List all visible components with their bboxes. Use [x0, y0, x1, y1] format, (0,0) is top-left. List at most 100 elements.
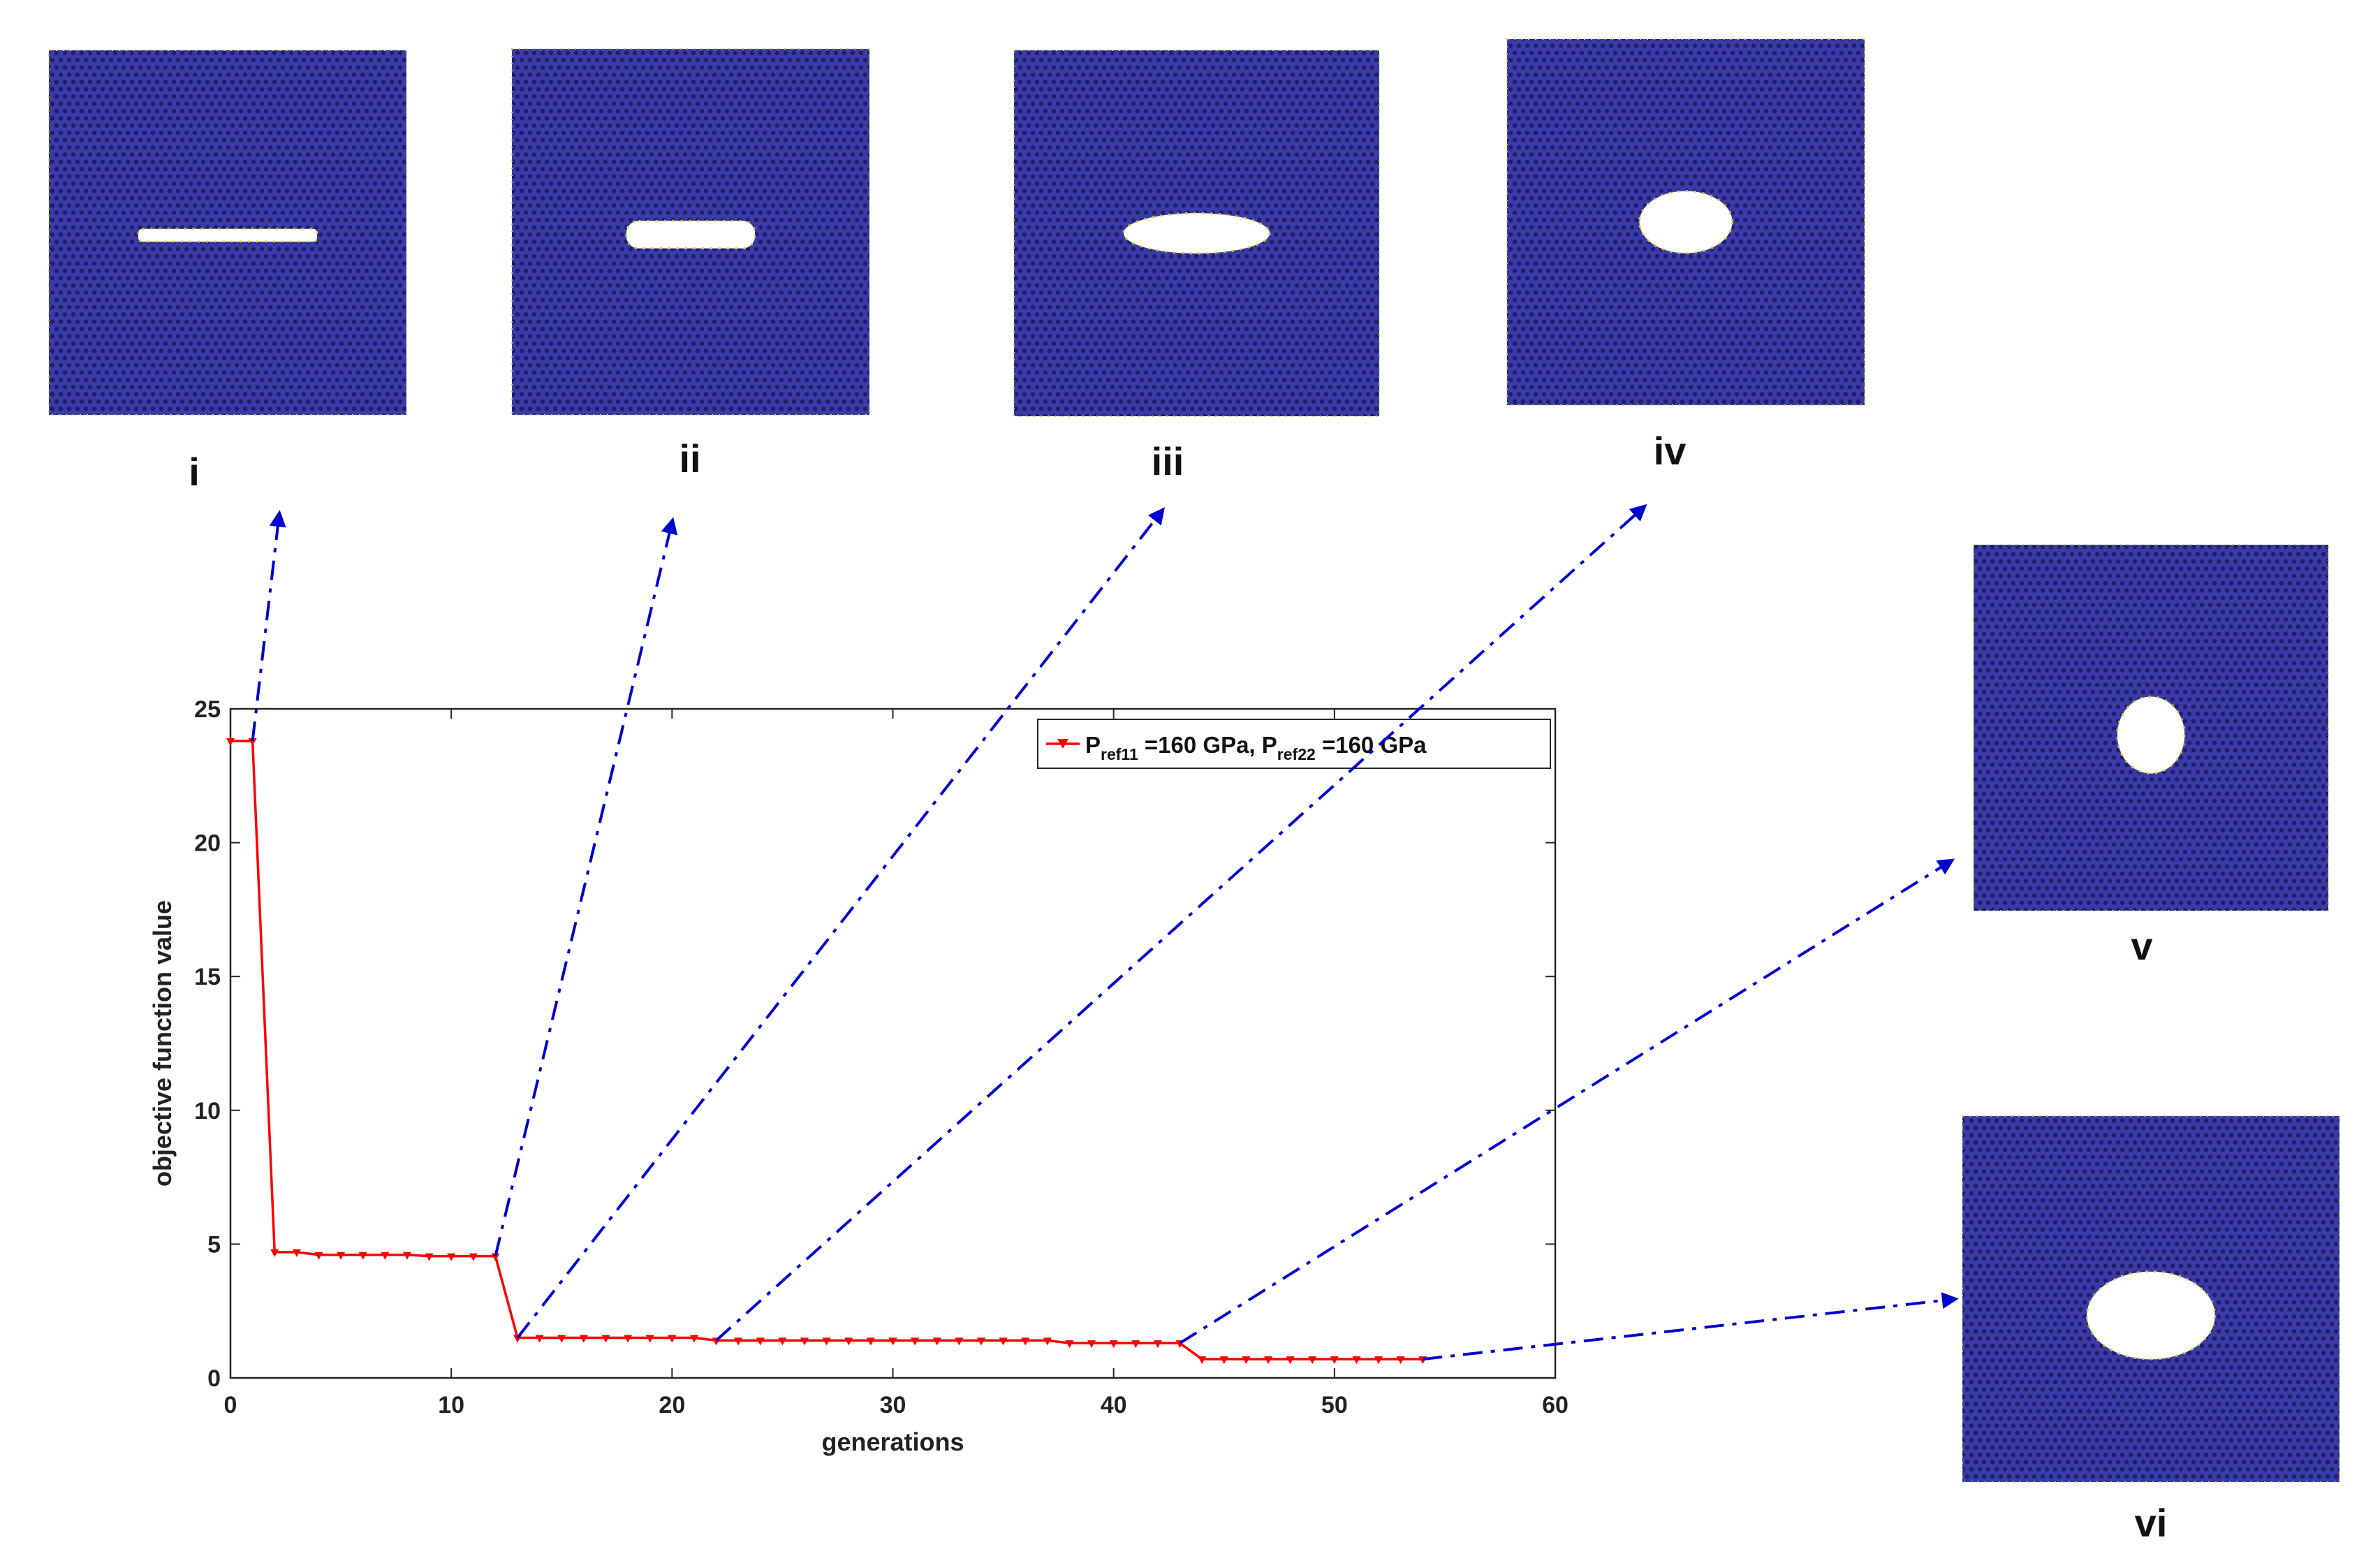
series-point [1374, 1356, 1383, 1365]
void-iv [1638, 189, 1734, 255]
objective-chart: 0 10 20 30 40 50 60 0 5 10 15 20 25 generations obje… [148, 696, 1569, 1456]
series-point [601, 1335, 610, 1343]
series-point [447, 1253, 456, 1261]
x-tick-label: 30 [880, 1392, 906, 1418]
series-point [756, 1337, 765, 1346]
series-point [292, 1249, 301, 1257]
lattice-edge-vi [1962, 1115, 2340, 1483]
void-v [2116, 695, 2186, 775]
lattice-edge-iii [1013, 50, 1380, 417]
series-point [1396, 1356, 1405, 1365]
legend-text-1: P [1085, 732, 1101, 758]
legend-label: Pref11 =160 GPa, Pref22 =160 GPa [1085, 732, 1427, 763]
y-tick-label: 20 [194, 830, 221, 857]
lattice-label-vi: vi [2135, 1501, 2168, 1545]
series-point [337, 1252, 346, 1260]
series-point [645, 1335, 654, 1343]
lattice-panel-iii: iii [1013, 50, 1380, 483]
lattice-label-iii: iii [1152, 439, 1184, 483]
series-point [822, 1337, 831, 1346]
series-point [1021, 1337, 1030, 1346]
series-point [226, 738, 235, 746]
arrow-to-v [1179, 858, 1955, 1344]
legend-box [1037, 719, 1551, 769]
arrow-to-i [251, 510, 286, 742]
series-point [248, 738, 257, 746]
x-tick-label: 0 [224, 1392, 237, 1418]
void-ii [625, 219, 756, 250]
series-point [1242, 1356, 1251, 1365]
series-point [1263, 1356, 1272, 1365]
x-axis-title: generations [821, 1428, 964, 1456]
series-point [1286, 1356, 1295, 1365]
lattice-panel-ii: ii [511, 48, 870, 480]
x-tick-label: 10 [438, 1392, 464, 1418]
series-point [579, 1335, 588, 1343]
series-point [314, 1252, 323, 1260]
series-point [1198, 1356, 1207, 1365]
series-point [800, 1337, 809, 1346]
series-point [1131, 1340, 1140, 1349]
lattice-edge-iv [1506, 38, 1865, 406]
lattice-panel-i: i [48, 50, 407, 494]
y-tick-label: 25 [194, 696, 221, 723]
series-point [469, 1253, 478, 1261]
series-point [535, 1335, 544, 1343]
series-point [668, 1335, 677, 1343]
arrow-to-iv [715, 504, 1647, 1342]
series-point [1352, 1356, 1361, 1365]
arrow-to-ii [494, 517, 678, 1257]
series-point [999, 1337, 1008, 1346]
y-axis-title: objective function value [148, 900, 177, 1187]
series-point [270, 1249, 279, 1257]
series-point [955, 1337, 964, 1346]
lattice-label-iv: iv [1654, 429, 1687, 473]
series-point [778, 1337, 787, 1346]
series-point [888, 1337, 897, 1346]
lattice-edge-ii [511, 48, 870, 416]
series-point [1087, 1340, 1096, 1349]
series-point [844, 1337, 853, 1346]
x-tick-label: 60 [1542, 1392, 1569, 1418]
legend: Pref11 =160 GPa, Pref22 =160 GPa [1037, 719, 1551, 769]
lattice-edge-i [48, 50, 407, 416]
legend-text-3: =160 GPa [1316, 732, 1427, 758]
x-tick-label: 50 [1321, 1392, 1348, 1418]
axis-ticks: 0 10 20 30 40 50 60 0 5 10 15 20 25 [194, 696, 1569, 1418]
series-point [1153, 1340, 1162, 1349]
series-point [932, 1337, 941, 1346]
lattice-panel-iv: iv [1506, 38, 1865, 473]
lattice-panel-vi: vi [1962, 1115, 2340, 1545]
series-point [1065, 1340, 1074, 1349]
x-tick-label: 40 [1101, 1392, 1127, 1418]
series-point [381, 1252, 390, 1260]
series-point [866, 1337, 875, 1346]
series-point [358, 1252, 367, 1260]
series-point [1219, 1356, 1228, 1365]
void-iii [1122, 212, 1271, 255]
annotation-arrows [251, 504, 1959, 1361]
arrow-to-iii [516, 507, 1165, 1339]
legend-sub-2: ref22 [1277, 745, 1316, 763]
series-point [911, 1337, 920, 1346]
series-point [1043, 1337, 1052, 1346]
series-point [1330, 1356, 1339, 1365]
series-point [689, 1335, 698, 1343]
lattice-label-i: i [189, 450, 200, 494]
y-tick-label: 10 [194, 1098, 221, 1124]
y-tick-label: 5 [207, 1231, 221, 1258]
series-point [402, 1252, 411, 1260]
series-point [1308, 1356, 1317, 1365]
series-point [1109, 1340, 1118, 1349]
series-point [557, 1335, 566, 1343]
series-point [425, 1253, 434, 1261]
void-vi [2085, 1270, 2217, 1360]
lattice-edge-v [1973, 544, 2329, 911]
legend-marker-sample [1057, 739, 1068, 749]
series-points [226, 738, 1427, 1365]
legend-text-2: =160 GPa, P [1138, 732, 1277, 758]
arrow-to-vi [1423, 1292, 1959, 1361]
series-point [734, 1337, 743, 1346]
x-tick-label: 20 [659, 1392, 685, 1418]
